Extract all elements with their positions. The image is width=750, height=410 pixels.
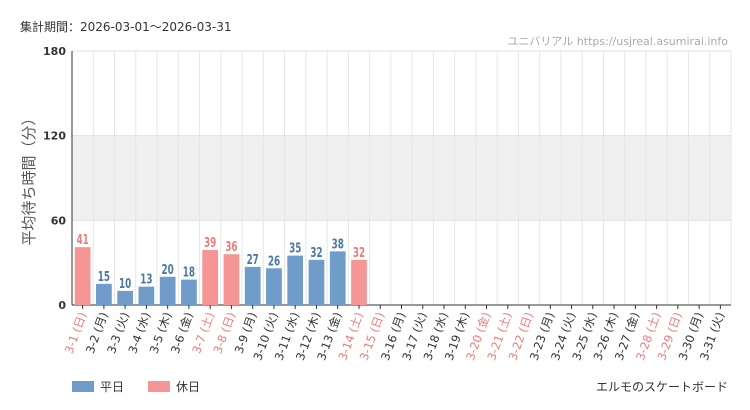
bar bbox=[202, 249, 219, 305]
data-label: 36 bbox=[225, 239, 237, 255]
y-tick-label: 0 bbox=[58, 299, 66, 312]
bar bbox=[223, 254, 240, 305]
legend-label-holiday: 休日 bbox=[176, 380, 201, 394]
legend-swatch-holiday bbox=[148, 381, 171, 392]
bar bbox=[96, 283, 112, 305]
y-tick-label: 120 bbox=[43, 130, 66, 143]
data-label: 39 bbox=[204, 234, 216, 250]
bar bbox=[287, 255, 304, 305]
data-label: 10 bbox=[119, 275, 131, 291]
bar bbox=[351, 259, 367, 305]
bar bbox=[329, 251, 346, 305]
legend-swatch-weekday bbox=[72, 381, 94, 392]
data-label: 20 bbox=[162, 261, 174, 277]
shaded-band bbox=[72, 135, 731, 221]
data-label: 13 bbox=[140, 271, 152, 287]
y-tick-label: 60 bbox=[51, 214, 67, 227]
source-label: ユニバリアル https://usjreal.asumirai.info bbox=[507, 35, 728, 48]
y-tick-label: 180 bbox=[43, 45, 66, 58]
data-label: 38 bbox=[332, 236, 344, 252]
data-label: 32 bbox=[310, 244, 322, 260]
bar bbox=[308, 259, 325, 305]
legend-label-weekday: 平日 bbox=[100, 380, 125, 394]
y-axis-label: 平均待ち時間（分） bbox=[20, 110, 38, 245]
data-label: 35 bbox=[289, 240, 301, 256]
legend-item-holiday[interactable]: 休日 bbox=[148, 378, 200, 395]
data-label: 32 bbox=[353, 244, 365, 260]
data-label: 41 bbox=[77, 232, 89, 248]
bar bbox=[266, 268, 282, 305]
legend-item-weekday[interactable]: 平日 bbox=[72, 378, 124, 395]
bar bbox=[244, 266, 261, 305]
bar bbox=[138, 286, 155, 305]
data-label: 18 bbox=[183, 264, 195, 280]
data-label: 27 bbox=[247, 251, 259, 267]
legend: 平日 休日 bbox=[72, 378, 224, 395]
bar bbox=[117, 290, 134, 305]
data-label: 26 bbox=[268, 253, 280, 269]
bar bbox=[74, 247, 91, 305]
attraction-name: エルモのスケートボード bbox=[595, 380, 728, 394]
period-label: 集計期間：2026-03-01〜2026-03-31 bbox=[20, 20, 232, 34]
bar bbox=[181, 279, 197, 305]
bar bbox=[159, 276, 176, 305]
data-label: 15 bbox=[98, 268, 110, 284]
